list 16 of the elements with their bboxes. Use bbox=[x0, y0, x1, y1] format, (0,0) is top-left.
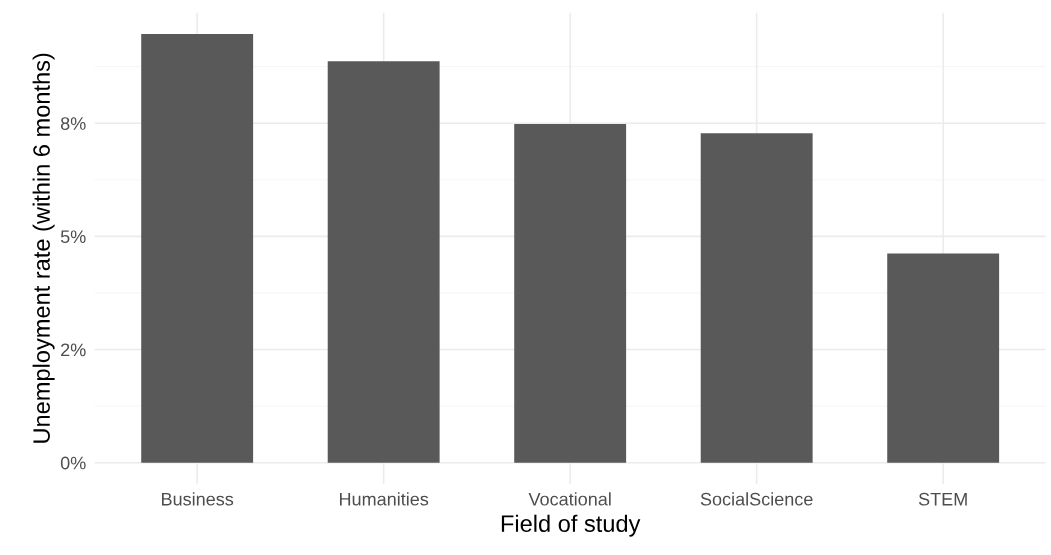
y-tick-label: 5% bbox=[60, 230, 86, 244]
bar bbox=[327, 61, 440, 463]
x-tick-label: Vocational bbox=[528, 492, 611, 506]
y-axis-title: Unemployment rate (within 6 months) bbox=[32, 53, 55, 443]
bar bbox=[700, 133, 813, 463]
x-tick-label: Humanities bbox=[339, 492, 429, 506]
y-tick-label: 2% bbox=[61, 343, 86, 357]
x-axis-title: Field of study bbox=[501, 514, 641, 537]
bar bbox=[514, 124, 627, 463]
x-tick-label: SocialScience bbox=[700, 492, 813, 506]
x-tick-label: Business bbox=[162, 492, 234, 506]
y-tick-label: 8% bbox=[60, 117, 86, 130]
x-tick-label: STEM bbox=[918, 492, 967, 506]
bar bbox=[141, 34, 254, 463]
y-tick-label: 0% bbox=[60, 456, 86, 470]
bar bbox=[887, 253, 1000, 463]
